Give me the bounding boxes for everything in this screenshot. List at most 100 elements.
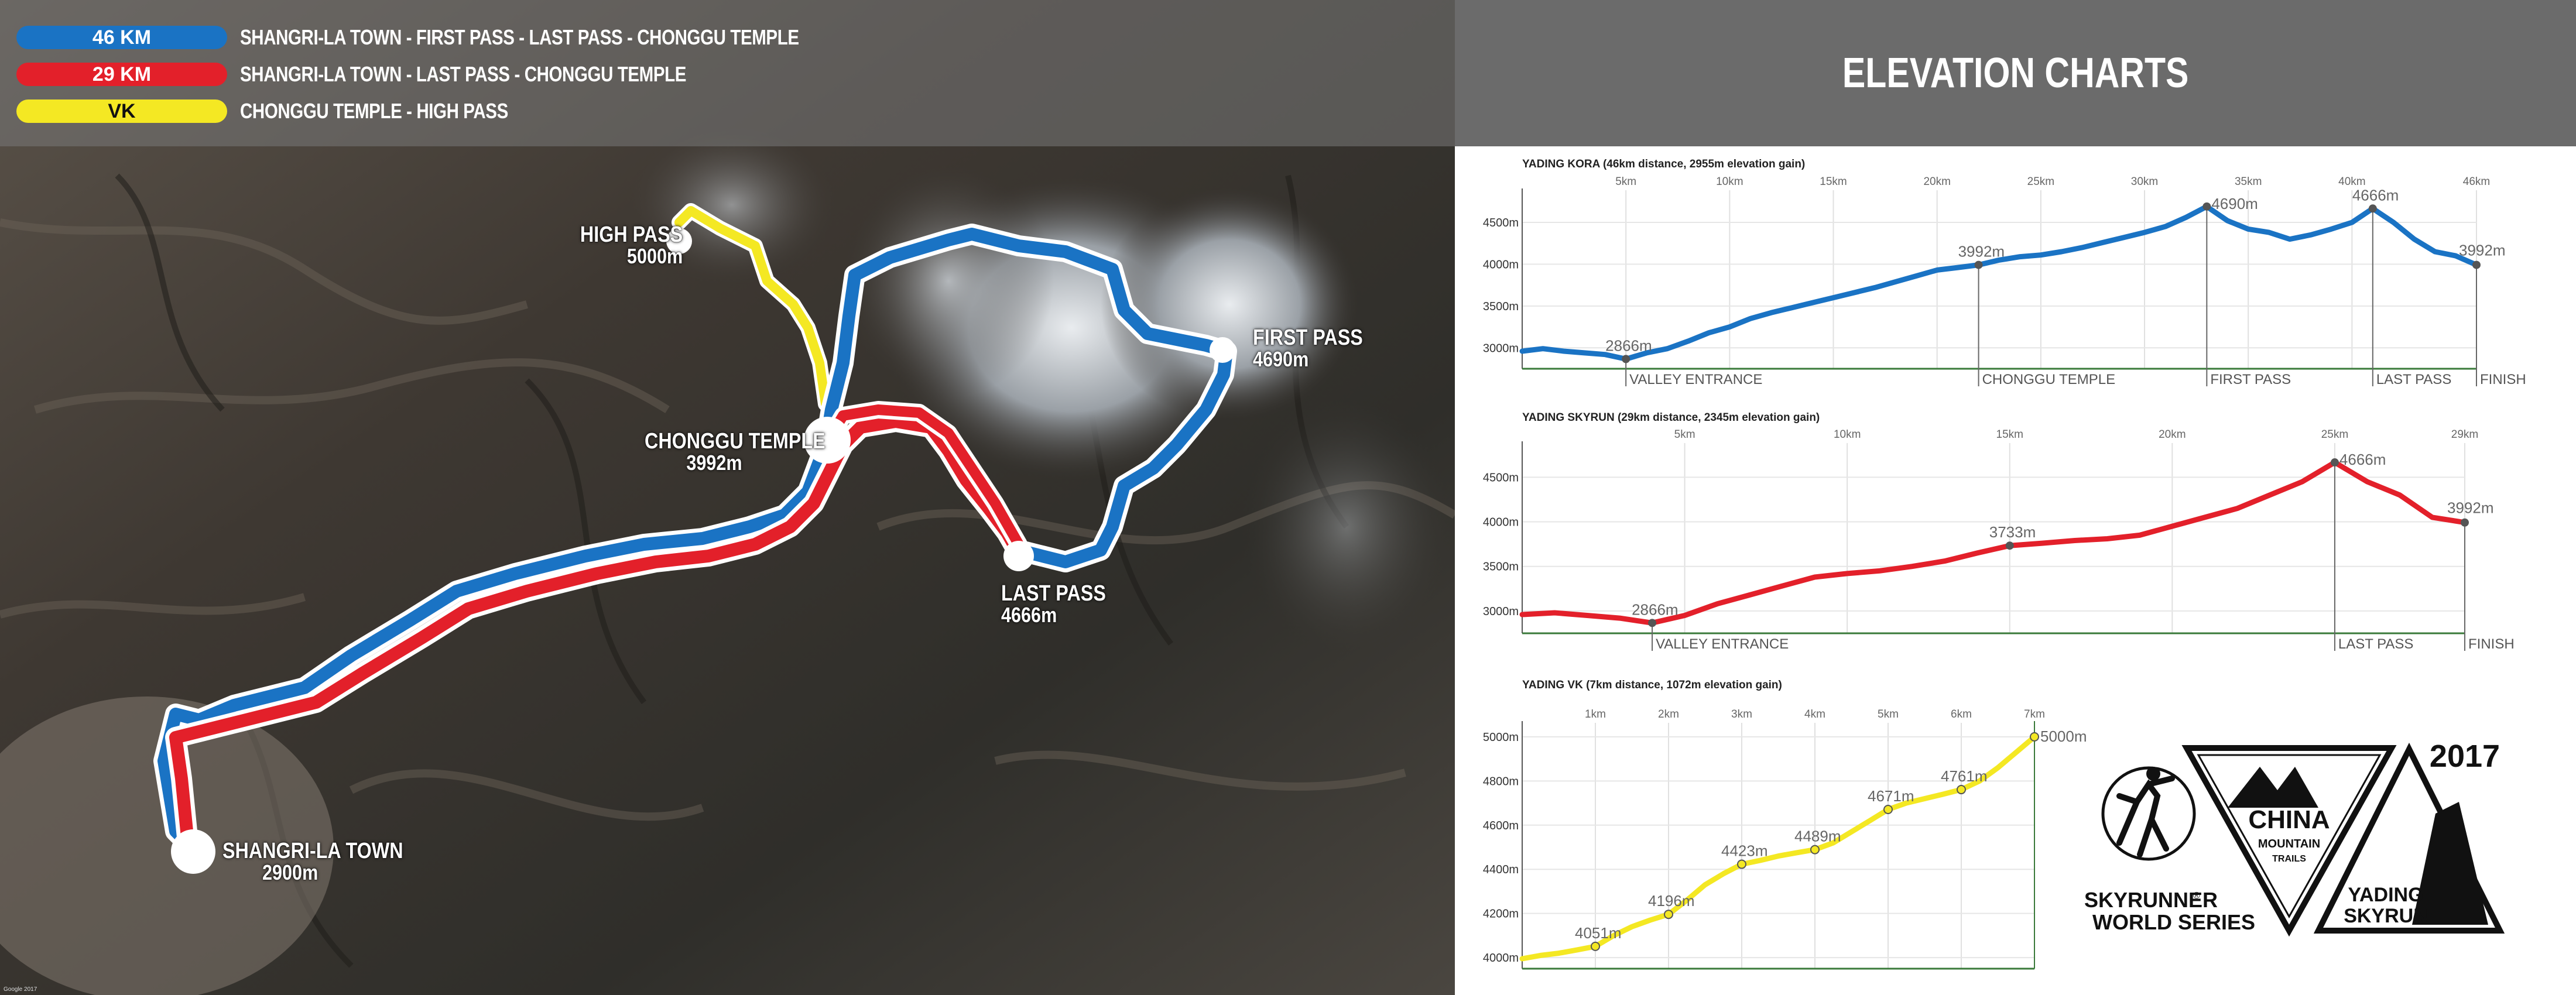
data-label: 3992m (1958, 243, 2005, 260)
elevation-chart-skyrun[interactable]: 5km 10km 15km 20km 25km 29km 3000m 3500m 4000m 45… (1475, 423, 2564, 657)
elevation-line[interactable] (1519, 204, 2479, 362)
svg-text:TRAILS: TRAILS (2272, 854, 2306, 864)
last-pass-marker[interactable] (1003, 541, 1034, 571)
x-tick-label: 20km (1923, 176, 1950, 188)
x-tick-label: 35km (2235, 176, 2262, 188)
svg-text:YADING: YADING (2348, 884, 2423, 906)
data-point[interactable] (1957, 785, 1966, 795)
legend-pill-vk: VK (16, 100, 227, 123)
vk-route-line[interactable] (674, 206, 830, 409)
data-point[interactable] (1810, 845, 1820, 855)
x-tick-label: 5km (1615, 176, 1636, 188)
y-tick-label: 4000m (1483, 516, 1519, 529)
y-tick-label: 3500m (1483, 561, 1519, 574)
y-tick-label: 4600m (1483, 819, 1519, 832)
svg-text:MOUNTAIN: MOUNTAIN (2258, 838, 2320, 850)
map-credit: Google 2017 (4, 986, 37, 993)
data-point[interactable] (1664, 910, 1673, 919)
y-tick-label: 4400m (1483, 863, 1519, 876)
shangri-la-town-label: SHANGRI-LA TOWN 2900m (222, 839, 403, 884)
data-label: 4671m (1868, 787, 1914, 805)
legend-pill-kora: 46 KM (16, 26, 227, 49)
checkpoint-label: FIRST PASS (2210, 372, 2291, 387)
x-tick-label: 15km (1820, 176, 1847, 188)
data-label: 4489m (1794, 828, 1841, 845)
data-point[interactable] (1591, 941, 1600, 951)
svg-text:SKYRUN: SKYRUN (2344, 905, 2428, 927)
data-point[interactable] (1737, 859, 1746, 869)
data-point[interactable] (2202, 202, 2211, 211)
data-point[interactable] (2368, 204, 2377, 213)
y-tick-label: 4000m (1483, 258, 1519, 271)
x-tick-label: 30km (2131, 176, 2158, 188)
last-pass-label: LAST PASS 4666m (1001, 581, 1106, 627)
route-map[interactable]: 46 KM SHANGRI-LA TOWN - FIRST PASS - LAS… (0, 0, 1455, 995)
china-mountain-trails-logo: CHINA MOUNTAIN TRAILS (2181, 745, 2397, 937)
skyrunner-logo: SKYRUNNER ® WORLD SERIES (2084, 766, 2255, 934)
x-tick-label: 25km (2321, 428, 2348, 441)
x-tick-label: 2km (1658, 708, 1679, 720)
chonggu-temple-marker[interactable] (804, 417, 851, 464)
data-point[interactable] (2461, 518, 2469, 527)
data-label: 4666m (2352, 186, 2399, 204)
y-tick-label: 3500m (1483, 300, 1519, 313)
data-label: 5000m (2040, 728, 2087, 745)
x-tick-label: 25km (2027, 176, 2054, 188)
checkpoint-label: VALLEY ENTRANCE (1656, 636, 1789, 652)
checkpoint-label: LAST PASS (2338, 636, 2414, 652)
data-point[interactable] (1974, 260, 1983, 269)
y-tick-label: 5000m (1483, 731, 1519, 744)
data-label: 2866m (1605, 337, 1652, 354)
first-pass-label: FIRST PASS 4690m (1253, 325, 1363, 371)
skyrun-route-line[interactable] (169, 415, 1025, 861)
legend-row-vk[interactable]: VK CHONGGU TEMPLE - HIGH PASS (16, 97, 567, 125)
x-tick-label: 46km (2463, 176, 2490, 188)
legend-text-kora: SHANGRI-LA TOWN - FIRST PASS - LAST PASS… (240, 25, 799, 49)
data-point[interactable] (1883, 804, 1893, 814)
data-label: 4666m (2339, 451, 2386, 468)
x-tick-label: 5km (1878, 708, 1899, 720)
first-pass-marker[interactable] (1210, 337, 1235, 363)
checkpoint-label: FINISH (2468, 636, 2515, 652)
data-point[interactable] (1648, 619, 1657, 627)
x-tick-label: 10km (1716, 176, 1743, 188)
kora-route-line[interactable] (157, 228, 1233, 855)
data-label: 3992m (2447, 499, 2494, 517)
data-point[interactable] (2330, 458, 2339, 467)
x-tick-label: 5km (1674, 428, 1695, 441)
elevation-line[interactable] (1519, 734, 2037, 962)
skyrunner-text: SKYRUNNER (2084, 888, 2218, 912)
data-label: 4761m (1941, 767, 1988, 785)
legend-pill-skyrun: 29 KM (16, 63, 227, 86)
yading-skyrun-logo: 2017 YADING SKYRUN (2313, 739, 2505, 934)
checkpoint-label: VALLEY ENTRANCE (1629, 372, 1762, 387)
x-tick-label: 4km (1804, 708, 1825, 720)
y-tick-label: 4500m (1483, 471, 1519, 484)
svg-text:®: ® (2193, 891, 2200, 901)
elevation-line[interactable] (1519, 459, 2468, 626)
year-text: 2017 (2430, 739, 2500, 774)
data-label: 4051m (1575, 924, 1622, 942)
legend-text-skyrun: SHANGRI-LA TOWN - LAST PASS - CHONGGU TE… (240, 62, 687, 86)
legend-row-skyrun[interactable]: 29 KM SHANGRI-LA TOWN - LAST PASS - CHON… (16, 60, 784, 88)
route-legend (0, 0, 1455, 146)
y-tick-label: 3000m (1483, 605, 1519, 618)
legend-row-kora[interactable]: 46 KM SHANGRI-LA TOWN - FIRST PASS - LAS… (16, 23, 922, 52)
shangri-la-town-marker[interactable] (171, 829, 215, 874)
chart-title-skyrun: YADING SKYRUN (29km distance, 2345m elev… (1522, 411, 1820, 424)
data-point[interactable] (2005, 541, 2014, 550)
checkpoint-label: FINISH (2480, 372, 2526, 387)
x-tick-label: 10km (1834, 428, 1861, 441)
elevation-chart-kora[interactable]: 5km 10km 15km 20km 25km 30km 35km 40km 46km 3000m… (1475, 170, 2564, 398)
data-point[interactable] (2030, 732, 2039, 742)
x-tick-label: 15km (1996, 428, 2023, 441)
high-pass-label: HIGH PASS 5000m (580, 222, 683, 268)
data-label: 4196m (1648, 892, 1695, 910)
x-tick-label: 40km (2338, 176, 2365, 188)
elevation-chart-vk[interactable]: 1km 2km 3km 4km 5km 6km 7km 4000m 4200m 4400m 4600… (1475, 691, 2087, 983)
high-pass-marker[interactable] (666, 228, 692, 254)
chonggu-temple-label: CHONGGU TEMPLE 3992m (645, 429, 825, 475)
x-tick-label: 3km (1731, 708, 1752, 720)
data-point[interactable] (2472, 260, 2481, 269)
data-point[interactable] (1622, 355, 1630, 363)
